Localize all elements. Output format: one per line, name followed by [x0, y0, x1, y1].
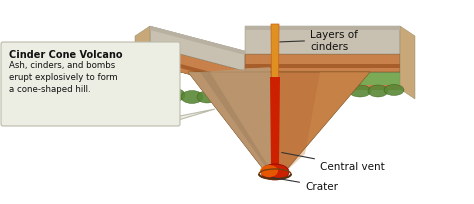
Ellipse shape	[309, 86, 331, 98]
Polygon shape	[150, 47, 245, 90]
Ellipse shape	[294, 86, 316, 98]
FancyBboxPatch shape	[1, 43, 180, 126]
Ellipse shape	[210, 91, 230, 102]
Polygon shape	[245, 73, 400, 90]
Polygon shape	[135, 27, 150, 111]
Ellipse shape	[261, 164, 289, 180]
Polygon shape	[150, 27, 245, 56]
Ellipse shape	[329, 86, 351, 98]
Polygon shape	[150, 57, 245, 86]
Polygon shape	[188, 73, 285, 174]
Polygon shape	[283, 73, 370, 174]
Ellipse shape	[223, 90, 241, 101]
Ellipse shape	[149, 86, 171, 101]
Polygon shape	[150, 27, 245, 72]
Text: Layers of
cinders: Layers of cinders	[280, 30, 358, 51]
Polygon shape	[245, 27, 400, 31]
Polygon shape	[188, 68, 277, 174]
Ellipse shape	[349, 86, 371, 98]
Text: Central vent: Central vent	[282, 153, 385, 171]
Polygon shape	[245, 27, 400, 55]
Polygon shape	[150, 60, 245, 90]
Text: Ash, cinders, and bombs
erupt explosively to form
a cone-shaped hill.: Ash, cinders, and bombs erupt explosivel…	[9, 61, 118, 94]
Polygon shape	[271, 25, 279, 169]
Text: Cinder Cone Volcano: Cinder Cone Volcano	[9, 50, 122, 60]
Polygon shape	[200, 73, 272, 172]
Polygon shape	[270, 78, 280, 169]
Polygon shape	[140, 110, 215, 124]
Ellipse shape	[181, 91, 203, 104]
Ellipse shape	[260, 165, 278, 177]
Polygon shape	[400, 27, 415, 100]
Polygon shape	[150, 48, 245, 90]
Ellipse shape	[197, 92, 217, 103]
Polygon shape	[245, 65, 400, 69]
Ellipse shape	[165, 89, 185, 102]
Polygon shape	[188, 73, 370, 174]
Text: Crater: Crater	[272, 178, 338, 191]
Polygon shape	[245, 86, 400, 90]
Ellipse shape	[368, 86, 388, 98]
Ellipse shape	[384, 85, 404, 96]
Polygon shape	[245, 55, 400, 73]
